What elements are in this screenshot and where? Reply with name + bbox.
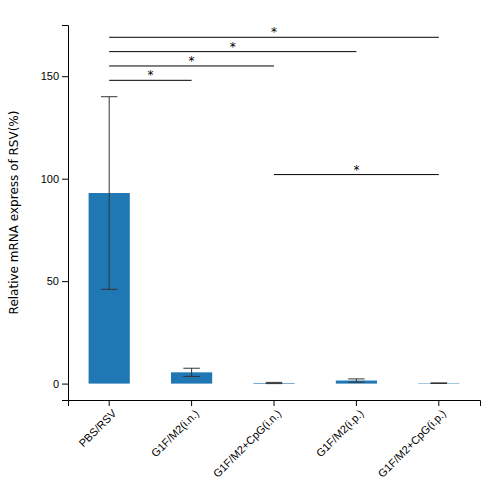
y-tick: 0 — [53, 378, 68, 390]
x-tick-label: G1F/M2+CpG(i.p.) — [375, 407, 448, 480]
error-bar — [101, 97, 117, 290]
bar — [418, 383, 459, 384]
x-tick: G1F/M2(i.p.) — [314, 400, 366, 459]
x-axis: PBS/RSV G1F/M2(i.n.)G1F/M2+CpG(i.n.) G1F/M… — [69, 400, 481, 480]
significance-star: * — [271, 25, 277, 39]
y-axis-line — [62, 26, 69, 401]
x-tick-mark — [109, 400, 110, 406]
y-tick: 100 — [41, 173, 68, 185]
x-tick-label: G1F/M2(i.n.) — [149, 407, 201, 459]
x-tick: G1F/M2+CpG(i.n.) — [211, 400, 284, 480]
x-tick-mark — [356, 400, 357, 406]
x-tick-mark — [274, 400, 275, 406]
x-tick: G1F/M2+CpG(i.p.) — [375, 400, 448, 480]
significance-star: * — [147, 68, 153, 82]
y-tick-label: 150 — [41, 70, 59, 82]
y-axis-title: Relative mRNA express of RSV(%) — [7, 111, 21, 315]
y-tick: 50 — [47, 275, 68, 287]
bar — [253, 382, 294, 384]
y-tick-mark — [62, 384, 68, 385]
y-tick-mark — [62, 281, 68, 282]
y-tick: 150 — [41, 70, 68, 82]
error-bar — [431, 382, 447, 384]
x-tick-mark — [438, 400, 439, 406]
annotations: * * * * * — [109, 25, 439, 176]
x-tick-label: G1F/M2+CpG(i.n.) — [211, 407, 284, 480]
x-tick: G1F/M2(i.n.) — [149, 400, 201, 459]
marks — [89, 97, 460, 384]
error-bar — [266, 382, 282, 383]
y-tick-mark — [62, 76, 68, 77]
significance-star: * — [230, 40, 236, 54]
x-axis-line — [69, 401, 481, 407]
chart: 050100150PBS/RSVG1F/M2(i.n.)G1F/M2+CpG(i… — [0, 0, 500, 500]
x-tick-mark — [191, 400, 192, 406]
y-axis: 0 50 100 150 — [41, 26, 69, 401]
significance-star: * — [353, 163, 359, 177]
y-tick-label: 100 — [41, 173, 59, 185]
x-tick: PBS/RSV — [76, 400, 119, 449]
significance-star: * — [189, 54, 195, 68]
plot: 050100150PBS/RSVG1F/M2(i.n.)G1F/M2+CpG(i… — [41, 25, 481, 479]
y-tick-label: 0 — [53, 378, 59, 390]
x-tick-label: G1F/M2(i.p.) — [314, 407, 366, 459]
x-tick-label: PBS/RSV — [76, 407, 119, 450]
y-tick-label: 50 — [47, 275, 59, 287]
error-bar — [183, 368, 199, 376]
y-tick-mark — [62, 179, 68, 180]
error-bar — [348, 379, 364, 382]
